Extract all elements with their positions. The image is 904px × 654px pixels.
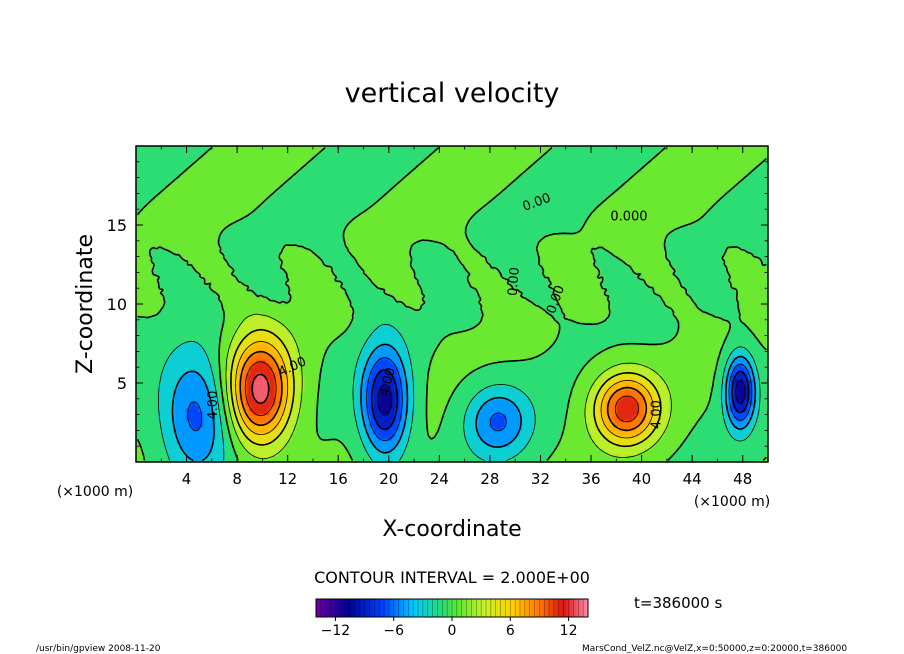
x-tick-label: 24 xyxy=(430,470,449,488)
y-axis-ticks: 5 10 15 xyxy=(107,145,768,463)
x-unit-right: (×1000 m) xyxy=(694,494,770,510)
velocity-field xyxy=(136,146,768,462)
x-tick-label: 32 xyxy=(531,470,550,488)
contour-line xyxy=(244,361,639,423)
colorbar-ticks: −12 −6 0 6 12 xyxy=(321,617,578,639)
colorbar-dividers xyxy=(320,599,584,617)
contour-line xyxy=(158,324,761,461)
y-tick-label: 15 xyxy=(107,216,127,235)
x-tick-label: 40 xyxy=(632,470,651,488)
x-unit-left: (×1000 m) xyxy=(57,484,133,500)
x-tick-label: 48 xyxy=(733,470,752,488)
x-tick-label: 28 xyxy=(480,470,499,488)
x-tick-label: 44 xyxy=(683,470,702,488)
contour-label: 4.00 xyxy=(650,400,665,429)
colorbar-tick-label: 0 xyxy=(448,623,457,639)
plot-area: 4.004.004.004.000.000.0000.000.00 xyxy=(135,145,769,463)
contour-label: 4.00 xyxy=(377,366,399,398)
contour-line xyxy=(235,341,654,439)
y-axis-label: Z-coordinate xyxy=(73,234,98,374)
contour-label: 4.00 xyxy=(206,391,221,420)
x-tick-label: 20 xyxy=(379,470,398,488)
colorbar: −12 −6 0 6 12 xyxy=(315,598,589,639)
x-axis-ticks: 4 8 12 16 20 24 28 32 36 40 44 48 xyxy=(135,146,769,488)
footer-right: MarsCond_VelZ.nc@VelZ,x=0:50000,z=0:2000… xyxy=(582,644,847,654)
contour-line xyxy=(187,357,753,442)
colorbar-tick-label: −12 xyxy=(321,623,351,639)
y-tick-label: 5 xyxy=(117,374,127,393)
contour-lines xyxy=(136,146,768,462)
footer-left: /usr/bin/gpview 2008-11-20 xyxy=(36,644,161,654)
contour-line xyxy=(230,328,662,448)
colorbar-tick-label: −6 xyxy=(383,623,404,639)
contour-label: 0.000 xyxy=(610,209,647,224)
x-tick-label: 4 xyxy=(182,470,192,488)
x-tick-label: 8 xyxy=(232,470,242,488)
contour-line xyxy=(171,343,757,462)
chart-title: vertical velocity xyxy=(345,78,560,109)
contour-line xyxy=(239,350,648,432)
y-tick-label: 10 xyxy=(107,295,127,314)
x-tick-label: 12 xyxy=(278,470,297,488)
contour-line xyxy=(377,379,746,416)
contour-line xyxy=(136,146,768,462)
contour-line xyxy=(225,313,672,459)
colorbar-tick-label: 12 xyxy=(560,623,578,639)
x-tick-label: 36 xyxy=(581,470,600,488)
contour-interval-text: CONTOUR INTERVAL = 2.000E+00 xyxy=(314,568,590,587)
time-label: t=386000 s xyxy=(634,594,722,612)
contour-label: 0.00 xyxy=(506,266,523,296)
x-tick-label: 16 xyxy=(329,470,348,488)
contour-line xyxy=(371,369,750,431)
contour-line xyxy=(251,373,270,405)
colorbar-tick-label: 6 xyxy=(506,623,515,639)
x-axis-label: X-coordinate xyxy=(382,517,521,542)
